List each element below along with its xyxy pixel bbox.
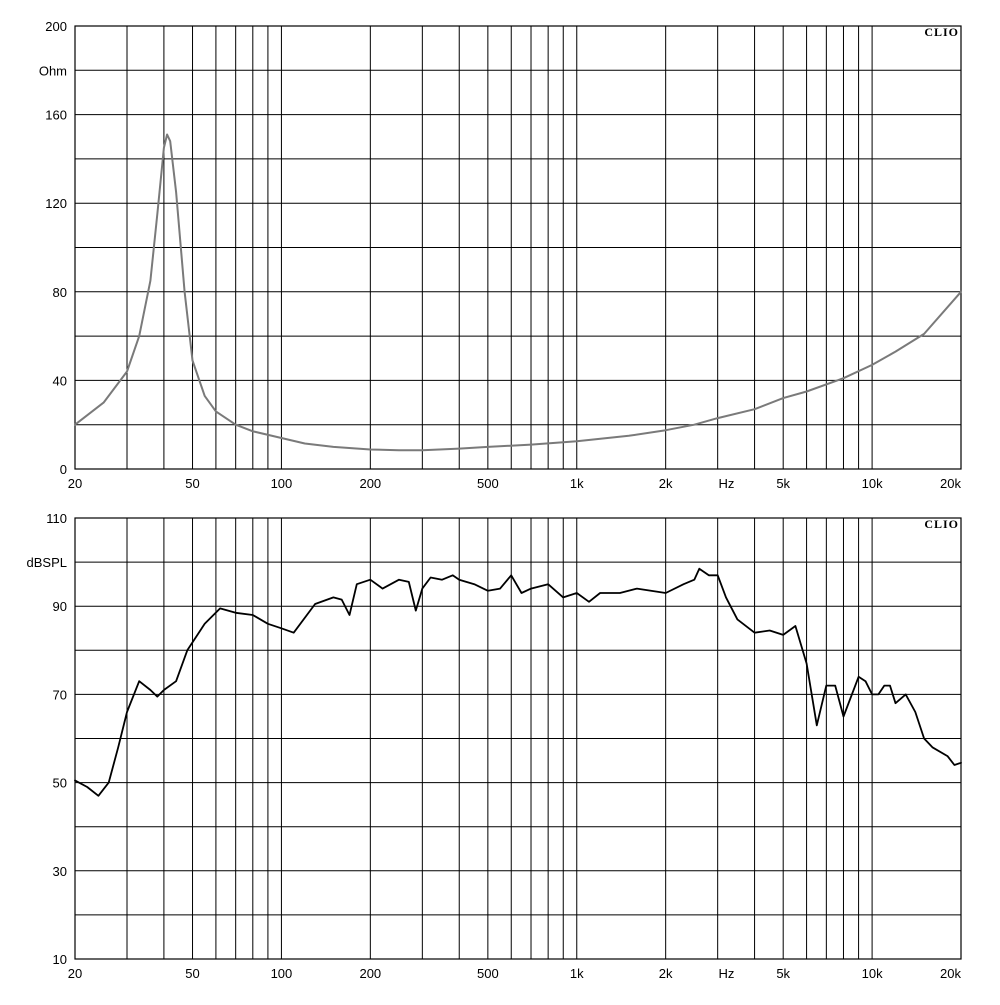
chart-2-x-tick-label: 100 [271,966,293,981]
chart-2-y-tick-label: 90 [53,599,67,614]
chart-2-x-axis-label: Hz [718,966,734,981]
chart-1-x-axis-label: Hz [718,476,734,491]
chart-2-y-tick-label: 10 [53,952,67,967]
chart-1-series-line [74,133,962,452]
chart-2-x-tick-label: 2k [659,966,673,981]
chart-1-frame [74,25,962,470]
chart-2-frame [74,517,962,960]
chart-2-brand-label: CLIO [924,517,959,531]
chart-2-x-tick-label: 500 [477,966,499,981]
chart-2-y-tick-label: 70 [53,687,67,702]
chart-2-x-tick-label: 20k [940,966,961,981]
chart-2-x-tick-label: 20 [68,966,82,981]
chart-1-y-tick-label: 120 [45,196,67,211]
chart-1-x-tick-label: 1k [570,476,584,491]
chart-2-x-tick-label: 50 [185,966,199,981]
chart-1-x-tick-label: 20 [68,476,82,491]
chart-1-y-tick-label: 80 [53,285,67,300]
chart-2-y-axis-label: dBSPL [27,555,67,570]
chart-2-x-tick-label: 1k [570,966,584,981]
chart-2-x-tick-label: 10k [862,966,883,981]
chart-2-series-line [74,567,962,797]
chart-1-y-tick-label: 200 [45,19,67,34]
chart-2-y-tick-label: 30 [53,864,67,879]
chart-1-x-tick-label: 2k [659,476,673,491]
chart-1-y-tick-label: 160 [45,108,67,123]
chart-2-x-tick-label: 5k [776,966,790,981]
chart-1-x-tick-label: 5k [776,476,790,491]
chart-1-y-tick-label: 40 [53,373,67,388]
chart-1-y-tick-label: 0 [60,462,67,477]
chart-1-x-tick-label: 50 [185,476,199,491]
chart-1-x-tick-label: 20k [940,476,961,491]
chart-2-x-tick-label: 200 [359,966,381,981]
chart-1-x-tick-label: 500 [477,476,499,491]
chart-1-y-axis-label: Ohm [39,63,67,78]
chart-1-x-tick-label: 10k [862,476,883,491]
chart-2-y-tick-label: 110 [46,511,67,526]
chart-1-x-tick-label: 100 [271,476,293,491]
chart-1-x-tick-label: 200 [359,476,381,491]
chart-1-brand-label: CLIO [924,25,959,39]
chart-2-y-tick-label: 50 [53,776,67,791]
